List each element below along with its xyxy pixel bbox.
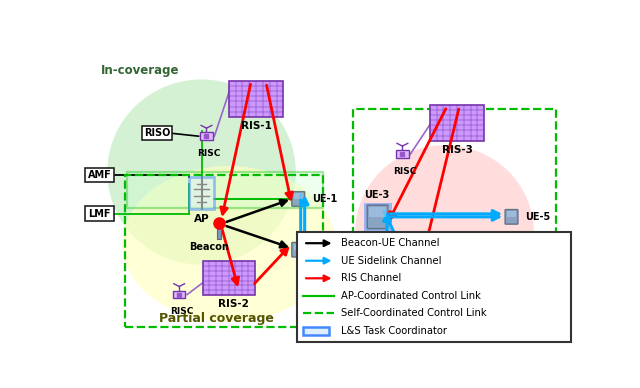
FancyBboxPatch shape	[292, 242, 305, 257]
FancyBboxPatch shape	[297, 232, 571, 342]
Ellipse shape	[355, 145, 534, 319]
FancyBboxPatch shape	[413, 256, 422, 262]
Text: UE-4: UE-4	[404, 235, 430, 245]
FancyBboxPatch shape	[429, 105, 484, 141]
Text: UE-2: UE-2	[312, 245, 337, 255]
Text: RISC: RISC	[197, 149, 221, 158]
Text: UE-1: UE-1	[312, 194, 337, 204]
Text: Beacon-UE Channel: Beacon-UE Channel	[341, 238, 440, 248]
Ellipse shape	[122, 166, 335, 321]
FancyBboxPatch shape	[86, 206, 114, 221]
Text: Out-of-coverage: Out-of-coverage	[397, 312, 511, 325]
Text: AP: AP	[194, 215, 209, 225]
FancyBboxPatch shape	[505, 210, 518, 224]
Ellipse shape	[108, 80, 296, 265]
FancyBboxPatch shape	[189, 177, 214, 210]
FancyBboxPatch shape	[203, 261, 255, 295]
Text: UE Sidelink Channel: UE Sidelink Channel	[341, 256, 442, 266]
FancyBboxPatch shape	[141, 126, 172, 140]
Text: Beacon: Beacon	[189, 242, 229, 252]
FancyBboxPatch shape	[127, 172, 323, 208]
FancyBboxPatch shape	[365, 204, 390, 230]
Text: RIS-1: RIS-1	[241, 121, 271, 131]
FancyBboxPatch shape	[294, 244, 303, 250]
Text: RISC: RISC	[393, 167, 417, 176]
Text: LMF: LMF	[88, 209, 111, 219]
Text: Partial coverage: Partial coverage	[159, 312, 274, 325]
Text: AP-Coordinated Control Link: AP-Coordinated Control Link	[341, 291, 481, 301]
FancyBboxPatch shape	[411, 255, 424, 269]
Text: UE-3: UE-3	[364, 191, 389, 201]
Text: In-coverage: In-coverage	[101, 64, 179, 78]
FancyBboxPatch shape	[303, 327, 329, 335]
Text: UE-5: UE-5	[525, 212, 550, 222]
FancyBboxPatch shape	[229, 81, 284, 117]
FancyBboxPatch shape	[86, 168, 114, 182]
Text: RISC: RISC	[170, 307, 193, 316]
FancyBboxPatch shape	[367, 205, 388, 229]
Text: AMF: AMF	[88, 170, 112, 180]
Text: RIS Channel: RIS Channel	[341, 273, 401, 283]
Text: RIS-2: RIS-2	[218, 299, 249, 309]
FancyBboxPatch shape	[292, 192, 305, 206]
FancyBboxPatch shape	[217, 225, 221, 239]
FancyBboxPatch shape	[396, 150, 409, 158]
FancyBboxPatch shape	[294, 193, 303, 199]
FancyBboxPatch shape	[369, 206, 386, 217]
FancyBboxPatch shape	[507, 211, 516, 217]
Text: RISO: RISO	[144, 128, 170, 138]
Text: Self-Coordinated Control Link: Self-Coordinated Control Link	[341, 308, 486, 319]
Text: RIS-3: RIS-3	[442, 145, 472, 155]
Text: L&S Task Coordinator: L&S Task Coordinator	[341, 326, 447, 336]
FancyBboxPatch shape	[173, 291, 186, 298]
FancyBboxPatch shape	[200, 132, 212, 140]
